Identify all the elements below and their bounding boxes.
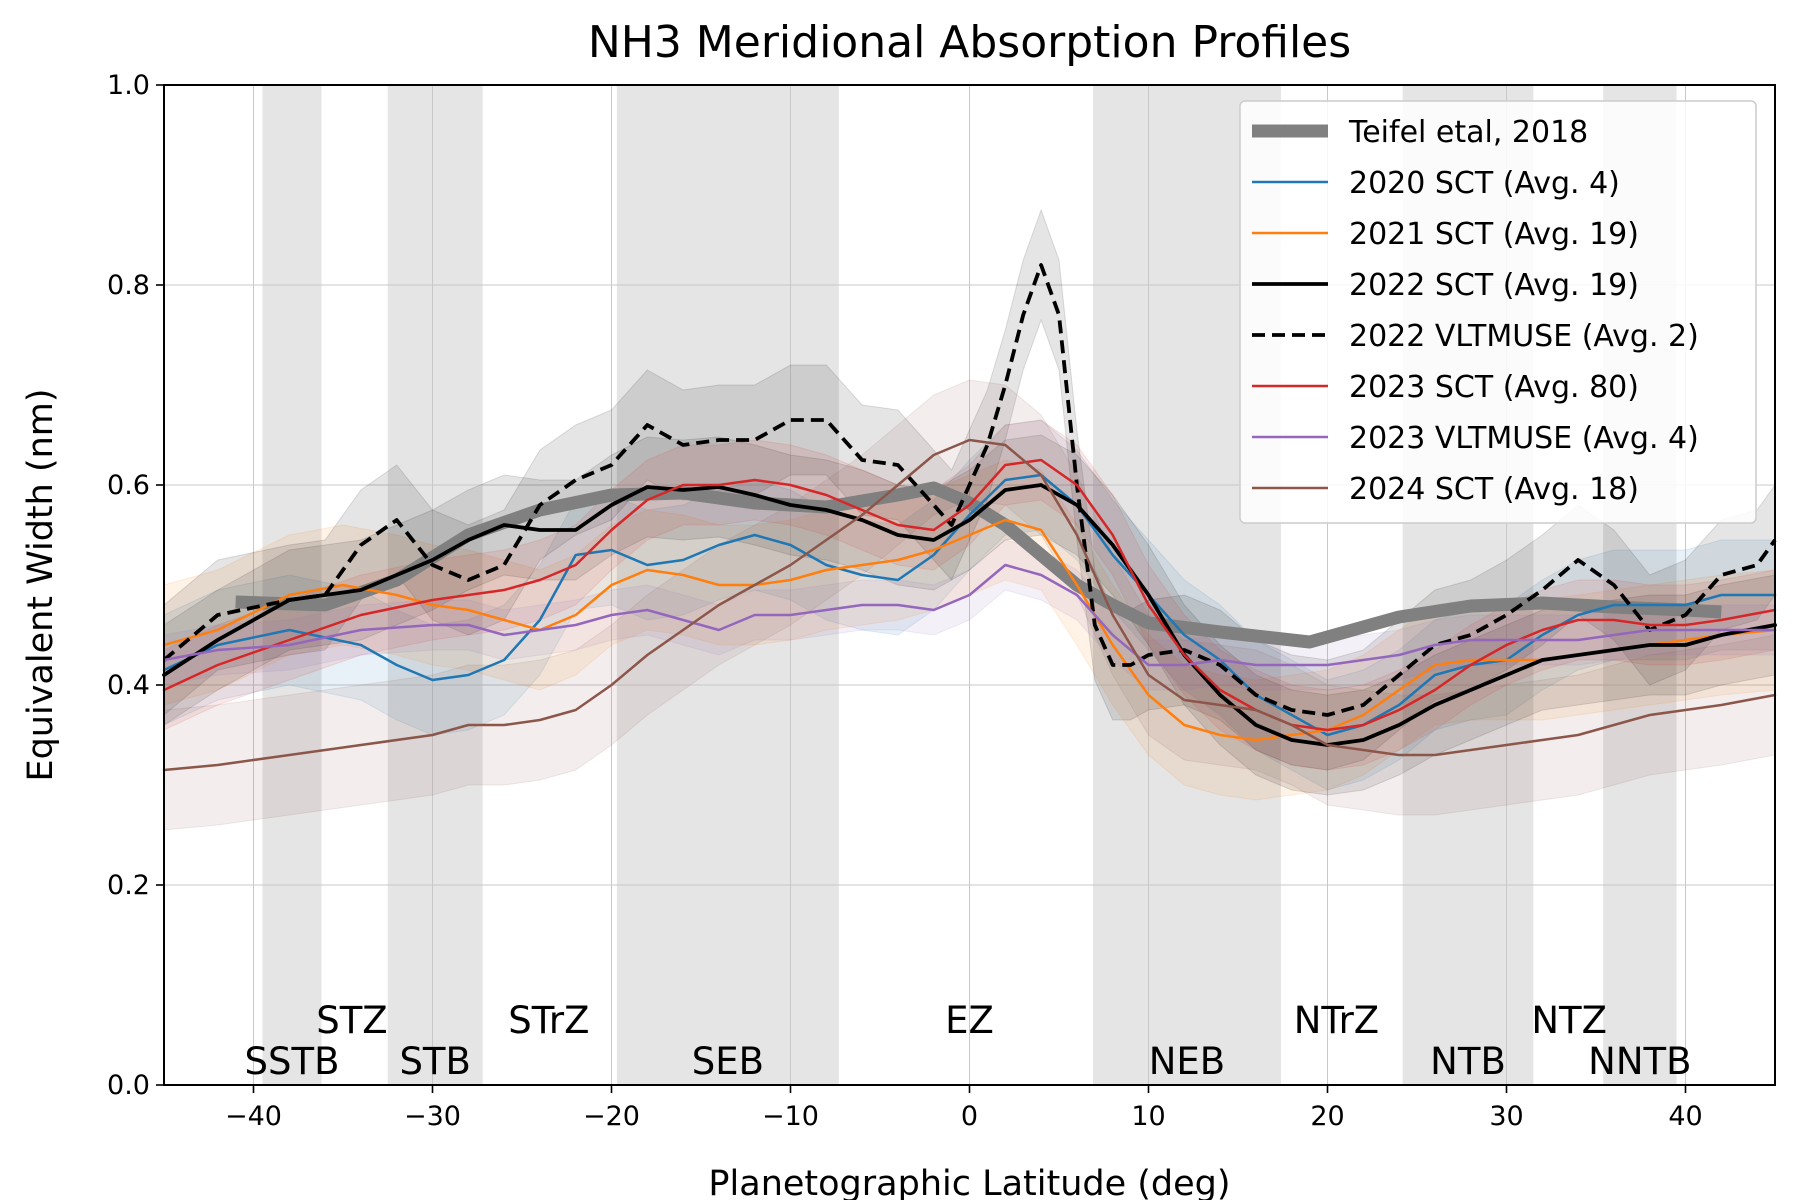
- x-axis-label: Planetographic Latitude (deg): [708, 1164, 1230, 1200]
- y-tick-label: 1.0: [107, 70, 150, 101]
- x-tick-label: −10: [762, 1101, 819, 1132]
- belt-label-seb: SEB: [692, 1040, 764, 1083]
- legend-label-2020-sct-avg-4: 2020 SCT (Avg. 4): [1349, 166, 1620, 201]
- series-line-2022-sct-avg-19: [162, 483, 1777, 747]
- uncertainty-bands-layer: [163, 208, 1776, 831]
- y-tick-label: 0.2: [107, 870, 150, 901]
- belt-label-neb: NEB: [1149, 1040, 1225, 1083]
- legend-label-2022-vltmuse-avg-2: 2022 VLTMUSE (Avg. 2): [1349, 319, 1699, 354]
- x-tick-label: 20: [1310, 1101, 1344, 1132]
- ticks-layer: −40 −30 −20 −10 0 10 20 30 40 0.0 0.2 0.4 0.6 0.8 1.0: [107, 70, 1703, 1132]
- series-lines-layer: [162, 263, 1777, 772]
- x-tick-label: 0: [961, 1101, 978, 1132]
- legend-box: [1239, 100, 1757, 524]
- zone-label-ntrz: NTrZ: [1294, 999, 1379, 1042]
- x-tick-label: −40: [225, 1101, 282, 1132]
- y-tick-label: 0.8: [107, 270, 150, 301]
- belt-label-ntb: NTB: [1430, 1040, 1506, 1083]
- series-line-2024-sct-avg-18: [162, 438, 1777, 772]
- zone-label-strz: STrZ: [508, 999, 589, 1042]
- belt-band-stb: [387, 85, 483, 1085]
- zone-label-ntz: NTZ: [1531, 999, 1607, 1042]
- legend-label-2021-sct-avg-19: 2021 SCT (Avg. 19): [1349, 217, 1639, 252]
- x-tick-label: 40: [1668, 1101, 1702, 1132]
- chart-title: NH3 Meridional Absorption Profiles: [588, 17, 1351, 68]
- legend-label-2023-sct-avg-80: 2023 SCT (Avg. 80): [1349, 370, 1639, 405]
- series-line-2021-sct-avg-19: [162, 518, 1777, 742]
- legend-label-2024-sct-avg-18: 2024 SCT (Avg. 18): [1349, 472, 1639, 507]
- x-tick-label: −30: [404, 1101, 461, 1132]
- legend-label-teifel-etal-2018: Teifel etal, 2018: [1348, 115, 1588, 150]
- belt-band-sstb: [262, 85, 322, 1085]
- series-line-2023-vltmuse-avg-4: [162, 563, 1777, 667]
- legend: Teifel etal, 2018 2020 SCT (Avg. 4) 2021 S…: [1239, 100, 1757, 524]
- y-tick-label: 0.4: [107, 670, 150, 701]
- series-line-teifel-etal-2018: [235, 481, 1722, 649]
- x-tick-label: 30: [1489, 1101, 1523, 1132]
- zone-label-stz: STZ: [316, 999, 387, 1042]
- zone-label-ez: EZ: [945, 999, 994, 1042]
- y-tick-label: 0.0: [107, 1070, 150, 1101]
- belt-label-nntb: NNTB: [1588, 1040, 1691, 1083]
- x-tick-label: 10: [1131, 1101, 1165, 1132]
- y-tick-label: 0.6: [107, 470, 150, 501]
- y-axis-label: Equivalent Width (nm): [21, 388, 61, 781]
- legend-label-2023-vltmuse-avg-4: 2023 VLTMUSE (Avg. 4): [1349, 421, 1699, 456]
- belt-label-sstb: SSTB: [245, 1040, 340, 1083]
- legend-label-2022-sct-avg-19: 2022 SCT (Avg. 19): [1349, 268, 1639, 303]
- region-labels-layer: SSTB STB SEB NEB NTB NNTB STZ STrZ EZ NTrZ NTZ: [245, 999, 1692, 1083]
- series-line-2022-vltmuse-avg-2: [162, 263, 1777, 717]
- x-tick-label: −20: [583, 1101, 640, 1132]
- belt-label-stb: STB: [399, 1040, 470, 1083]
